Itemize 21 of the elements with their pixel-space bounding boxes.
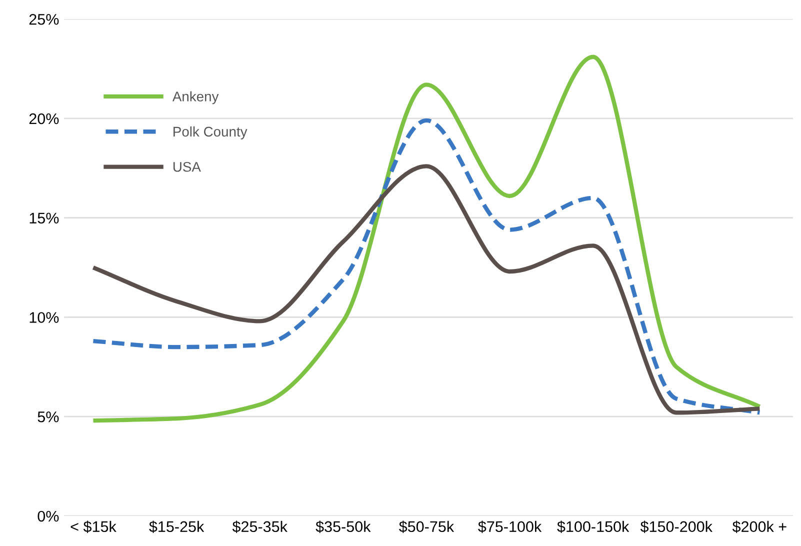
x-tick-label: $15-25k — [149, 520, 204, 533]
y-tick-label: 5% — [38, 412, 59, 422]
y-tick-label: 10% — [30, 312, 59, 323]
x-tick-label: $50-75k — [399, 520, 454, 533]
legend-label: Polk County — [174, 126, 248, 140]
y-tick-label: 20% — [29, 113, 59, 124]
x-tick-label: < $15k — [70, 520, 116, 533]
line-series — [91, 54, 762, 423]
x-tick-label: $200k + — [732, 520, 786, 533]
line-series — [91, 118, 762, 415]
legend-label: USA — [173, 162, 201, 172]
x-tick-label: $25-35k — [232, 520, 288, 533]
y-tick-label: 0% — [38, 510, 59, 522]
x-tick-label: $100-150k — [557, 520, 630, 533]
y-tick-label: 25% — [29, 14, 59, 25]
x-tick-label: $150-200k — [640, 520, 712, 533]
y-tick-label: 15% — [30, 212, 59, 224]
legend-label: Ankeny — [172, 91, 219, 104]
x-tick-label: $35-50k — [316, 520, 371, 533]
x-tick-label: $75-100k — [478, 520, 542, 533]
line-series — [91, 164, 762, 415]
